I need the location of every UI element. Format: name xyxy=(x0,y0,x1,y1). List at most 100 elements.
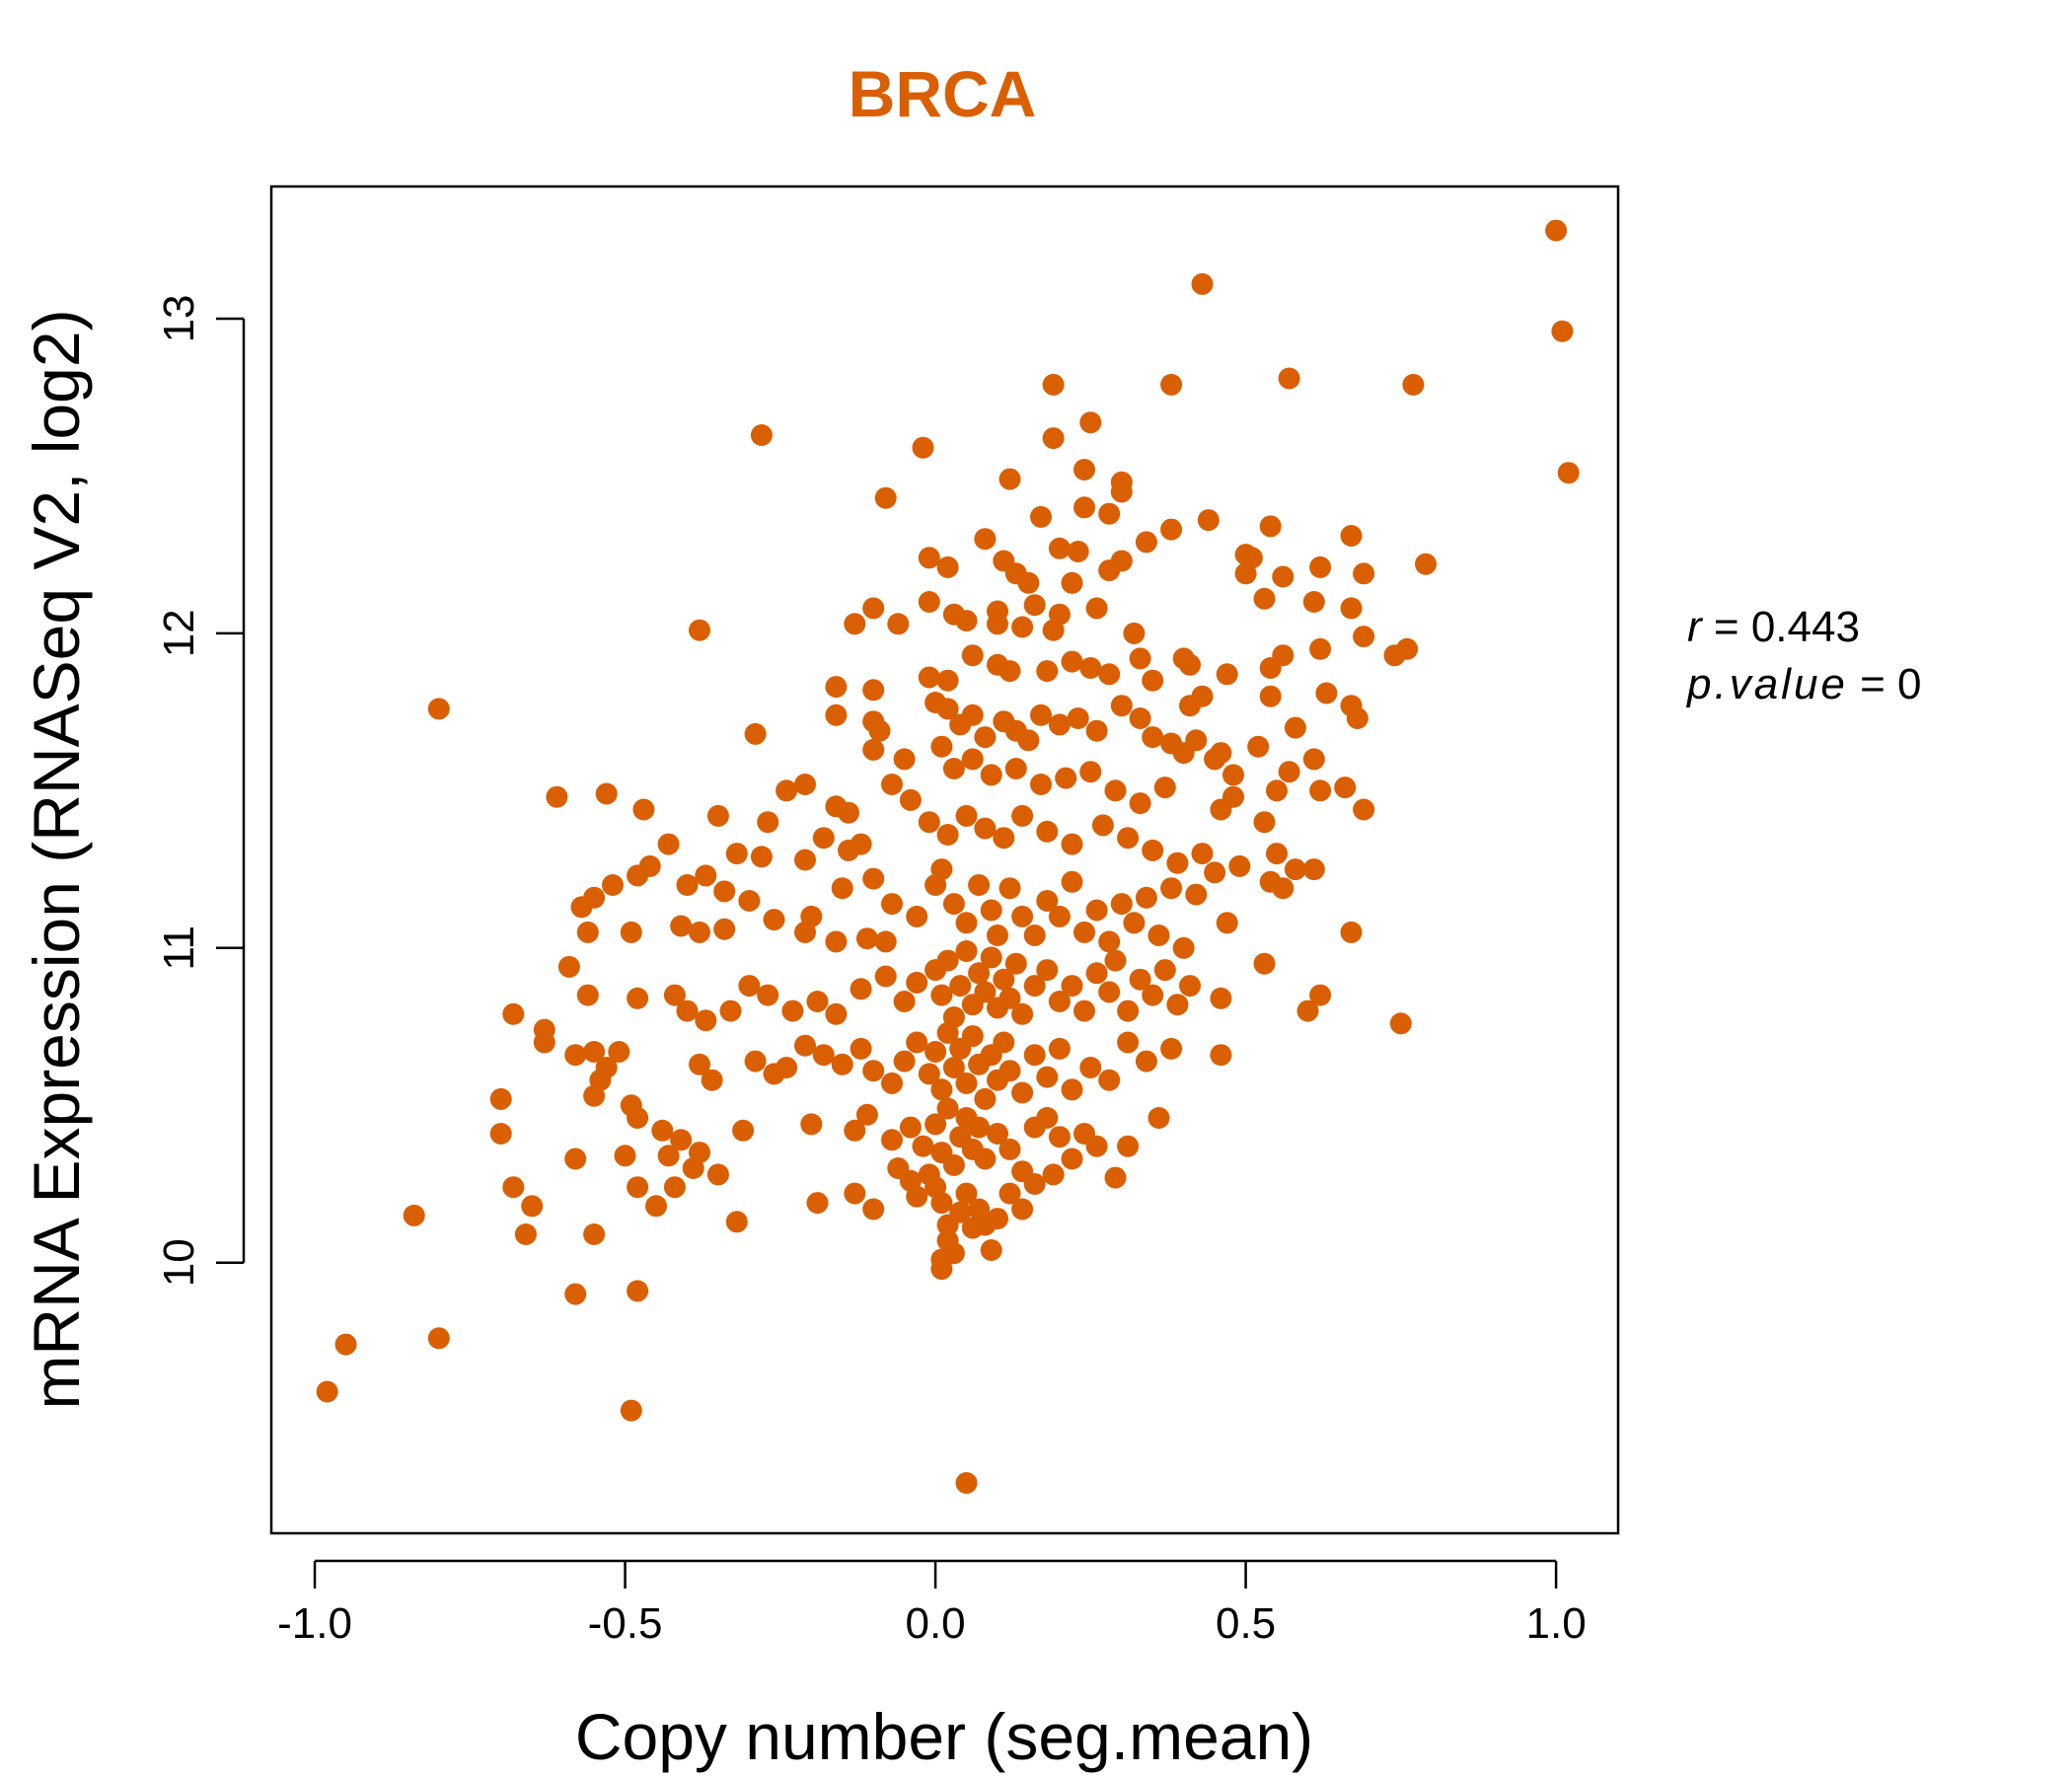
data-point xyxy=(1048,1037,1071,1060)
data-point xyxy=(1185,729,1208,752)
data-point xyxy=(1266,843,1288,865)
data-point xyxy=(1302,591,1325,613)
data-point xyxy=(744,1050,767,1073)
data-point xyxy=(546,785,568,808)
data-point xyxy=(1011,1002,1034,1025)
data-point xyxy=(794,849,816,871)
data-point xyxy=(955,804,978,827)
data-point xyxy=(955,940,978,962)
data-point xyxy=(1023,1173,1046,1195)
data-point xyxy=(713,880,736,903)
data-point xyxy=(868,719,891,742)
x-tick-label: -1.0 xyxy=(277,1599,352,1648)
data-point xyxy=(1085,1135,1108,1157)
y-tick-label: 11 xyxy=(155,925,203,971)
data-point xyxy=(1160,1037,1183,1060)
data-point xyxy=(670,915,693,937)
data-point xyxy=(936,949,959,972)
data-point xyxy=(427,1327,450,1350)
data-point xyxy=(1160,373,1183,396)
data-point xyxy=(1011,1198,1034,1221)
data-point xyxy=(1098,981,1121,1003)
data-point xyxy=(676,999,699,1022)
data-point xyxy=(1011,616,1034,638)
data-point xyxy=(918,811,940,834)
stats-annotation: r = 0.443 p.value = 0 xyxy=(1685,603,1922,708)
data-point xyxy=(1061,870,1083,893)
data-point xyxy=(403,1204,425,1226)
data-point xyxy=(738,975,761,998)
data-point xyxy=(1061,975,1083,998)
data-point xyxy=(936,555,959,578)
data-point xyxy=(1284,716,1306,739)
data-point xyxy=(557,955,580,978)
data-point xyxy=(844,613,866,635)
data-point xyxy=(1545,219,1568,242)
stat-p-equals: = xyxy=(1848,660,1897,708)
data-point xyxy=(930,1258,953,1281)
data-point xyxy=(316,1380,338,1403)
y-tick-label: 12 xyxy=(155,609,203,657)
data-point xyxy=(1117,1135,1140,1157)
data-point xyxy=(999,468,1021,490)
data-point xyxy=(1340,597,1363,620)
data-point xyxy=(1172,936,1195,959)
data-point xyxy=(1079,761,1102,783)
data-point xyxy=(1166,851,1189,874)
data-point xyxy=(1315,682,1338,704)
data-point xyxy=(806,1192,829,1215)
data-point xyxy=(1073,999,1095,1022)
data-point xyxy=(812,827,835,850)
data-point xyxy=(1247,735,1270,758)
data-point xyxy=(1117,827,1140,850)
data-point xyxy=(627,1107,649,1129)
x-tick-label: 0.0 xyxy=(905,1599,965,1648)
data-point xyxy=(1179,695,1201,717)
data-point xyxy=(1030,703,1052,726)
data-point xyxy=(1191,843,1214,865)
data-point xyxy=(1079,657,1102,679)
data-point xyxy=(1253,811,1276,834)
data-point xyxy=(701,1069,723,1091)
data-point xyxy=(1117,999,1140,1022)
data-point xyxy=(1011,804,1034,827)
data-point xyxy=(1160,518,1183,541)
data-point xyxy=(1023,594,1046,617)
data-point xyxy=(850,1037,872,1060)
data-point xyxy=(912,1135,934,1157)
data-point xyxy=(1011,905,1034,927)
points-layer xyxy=(316,219,1580,1494)
data-point xyxy=(1023,925,1046,946)
data-point xyxy=(1166,994,1189,1016)
data-point xyxy=(1036,820,1059,843)
data-point xyxy=(874,965,897,988)
data-point xyxy=(1104,949,1127,972)
data-point xyxy=(1278,367,1300,390)
data-point xyxy=(1061,650,1083,673)
data-point xyxy=(1259,515,1282,538)
data-point xyxy=(993,968,1015,991)
svg-text:p.value = 0: p.value = 0 xyxy=(1685,660,1922,708)
data-point xyxy=(850,978,872,1000)
data-point xyxy=(1098,502,1121,525)
data-point xyxy=(1023,975,1046,998)
data-point xyxy=(899,788,922,811)
data-point xyxy=(1085,899,1108,922)
data-point xyxy=(1179,975,1201,998)
data-point xyxy=(980,899,1002,922)
data-point xyxy=(999,660,1021,683)
data-point xyxy=(1142,726,1164,749)
data-point xyxy=(1142,984,1164,1006)
data-point xyxy=(1098,663,1121,686)
data-point xyxy=(1085,719,1108,742)
data-point xyxy=(570,896,593,919)
data-point xyxy=(583,1084,606,1107)
data-point xyxy=(955,610,978,632)
data-point xyxy=(689,921,710,943)
data-point xyxy=(595,782,618,805)
data-point xyxy=(750,424,773,446)
data-point xyxy=(974,528,997,551)
data-point xyxy=(968,1116,991,1139)
data-point xyxy=(1210,1044,1232,1067)
chart-title: BRCA xyxy=(849,57,1037,130)
